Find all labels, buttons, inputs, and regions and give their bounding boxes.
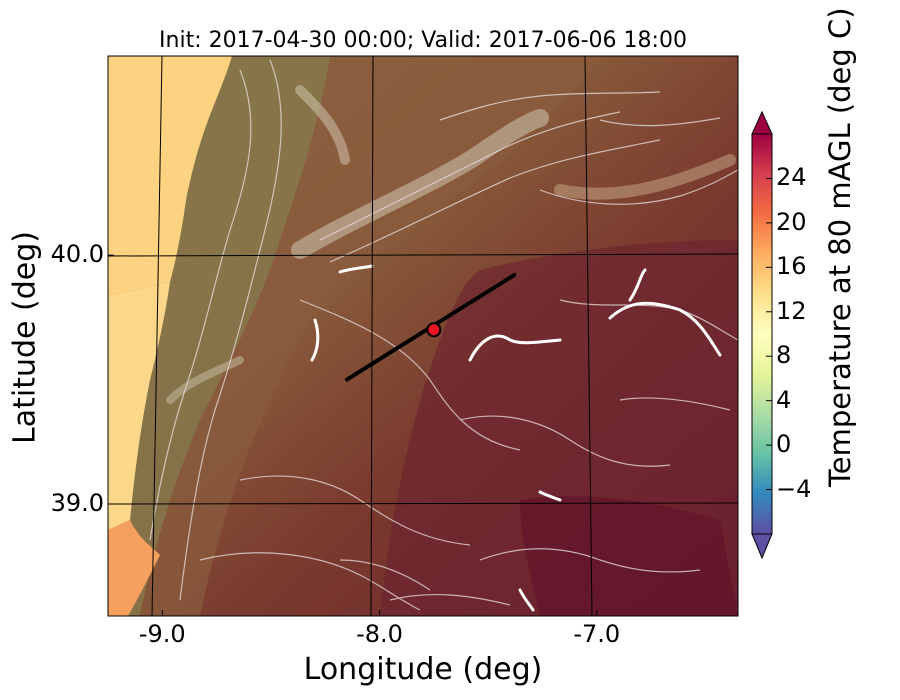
colorbar-tick-label: 16 (776, 252, 807, 281)
central-brown-shade (140, 56, 600, 616)
y-tick-marks (108, 254, 114, 505)
parallel-40 (108, 253, 738, 257)
colorbar-tick-label: 24 (776, 163, 807, 192)
river-gaps (310, 264, 722, 612)
site-marker (426, 322, 442, 338)
graticule (108, 56, 738, 616)
colorbar-tick-label: 8 (776, 341, 792, 370)
colorbar-label: Temperature at 80 mAGL (deg C) (823, 7, 857, 487)
x-tick-marks (161, 610, 598, 616)
ridge-west (166, 356, 244, 404)
y-tick-label: 40.0 (50, 240, 104, 269)
map-frame (107, 55, 739, 617)
map-area (108, 56, 738, 616)
chart-title: Init: 2017-04-30 00:00; Valid: 2017-06-0… (159, 28, 687, 53)
ocean-north (108, 56, 232, 296)
colorbar-lower-extend (751, 533, 773, 560)
ridge-north (291, 109, 549, 259)
x-tick-label: -7.0 (573, 620, 621, 648)
ridge-northwest (295, 85, 350, 165)
colorbar (751, 110, 773, 560)
colorbar-tick-label: 4 (776, 385, 792, 414)
temperature-contours (149, 59, 738, 611)
colorbar-tick-marks (766, 177, 772, 491)
meridian-7 (584, 56, 593, 616)
colorbar-upper-extend (751, 110, 773, 135)
colorbar-tick-label: −4 (776, 474, 812, 503)
x-axis-label: Longitude (deg) (303, 652, 543, 687)
meridian-9 (151, 56, 163, 616)
x-tick-label: -8.0 (356, 620, 403, 648)
y-tick-label: 39.0 (50, 489, 104, 517)
meridian-8 (370, 56, 374, 616)
colorbar-tick-label: 0 (776, 430, 792, 459)
ocean-mid (108, 282, 170, 530)
colorbar-body (752, 134, 772, 534)
parallel-39 (108, 502, 738, 505)
colorbar-tick-label: 12 (776, 296, 807, 325)
x-tick-label: -9.0 (138, 620, 186, 648)
ridge-northeast (554, 154, 736, 200)
hottest-area-shade (520, 496, 738, 616)
colorbar-tick-label: 20 (776, 207, 807, 236)
colorbar-frame (751, 133, 773, 535)
ocean-south-warm (108, 520, 160, 616)
